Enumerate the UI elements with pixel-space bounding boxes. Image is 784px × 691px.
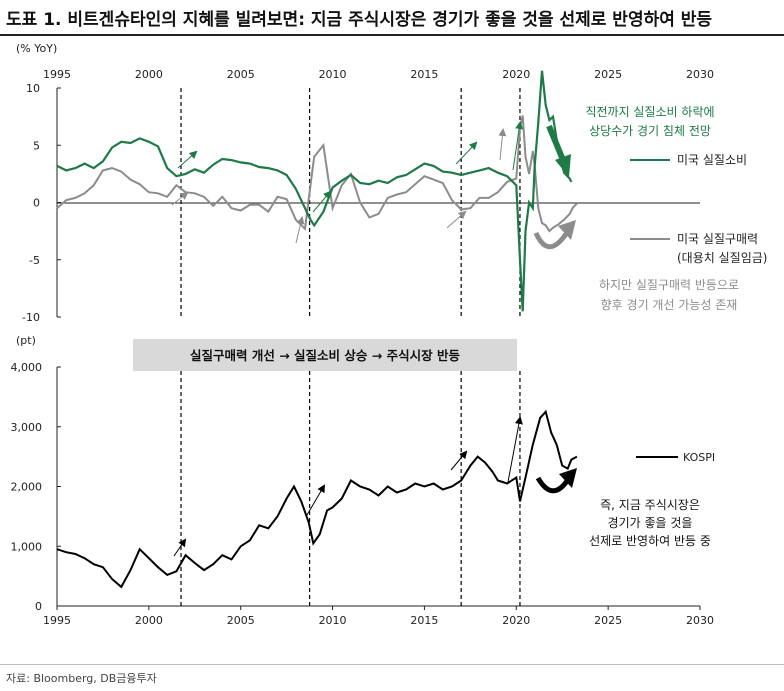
- top-y-tick-label: 5: [33, 139, 40, 152]
- bottom-x-tick-label: 2030: [686, 614, 714, 627]
- top-y-axis-ticks: 10 5 0 -5 -10: [22, 82, 61, 324]
- trend-arrow-green-2020: [512, 121, 524, 171]
- bottom-x-tick-label: 2025: [594, 614, 622, 627]
- banner-box: [133, 339, 517, 371]
- annotation-gray-line1: 하지만 실질구매력 반등으로: [599, 278, 739, 292]
- annotation-green-line2: 상당수가 경기 침체 전망: [589, 124, 711, 138]
- trend-arrow-kospi-2017: [450, 450, 468, 471]
- bottom-y-tick-label: 1,000: [11, 540, 43, 553]
- big-down-arrow: [546, 124, 571, 177]
- top-y-tick-label: 10: [26, 82, 40, 95]
- top-x-tick-label: 2005: [227, 68, 255, 81]
- top-x-tick-label: 2025: [594, 68, 622, 81]
- legend-label-real-purchasing-power: 미국 실질구매력: [677, 232, 758, 246]
- legend-label-kospi: KOSPI: [683, 451, 715, 464]
- top-x-tick-label: 2020: [502, 68, 530, 81]
- trend-arrow-green-2017: [455, 141, 478, 165]
- source-divider: [0, 664, 784, 665]
- bottom-y-axis-ticks: 4,000 3,000 2,000 1,000 0: [11, 361, 61, 613]
- trend-arrow-kospi-2009: [306, 484, 326, 516]
- bottom-x-tick-label: 1995: [43, 614, 71, 627]
- series-line-kospi: [56, 409, 578, 589]
- top-x-tick-label: 2010: [319, 68, 347, 81]
- trend-arrow-gray-2017: [446, 210, 467, 229]
- top-y-tick-label: -10: [22, 311, 40, 324]
- top-x-axis-ticks: 1995 2000 2005 2010 2015 2020 2025 2030: [43, 68, 714, 81]
- bottom-y-tick-label: 4,000: [11, 361, 43, 374]
- big-rebound-arrow-black: [535, 468, 577, 494]
- annotation-gray-line2: 향후 경기 개선 가능성 존재: [601, 298, 738, 312]
- trend-arrow-gray-2002: [171, 191, 189, 206]
- bottom-y-tick-label: 3,000: [11, 421, 43, 434]
- legend-label-real-consumption: 미국 실질소비: [677, 153, 747, 167]
- bottom-x-tick-label: 2010: [319, 614, 347, 627]
- bottom-x-tick-label: 2015: [410, 614, 438, 627]
- trend-arrow-kospi-2002: [173, 538, 187, 557]
- banner-text: 실질구매력 개선 → 실질소비 상승 → 주식시장 반등: [190, 348, 460, 363]
- top-x-tick-label: 1995: [43, 68, 71, 81]
- annotation-bottom-line1: 즉, 지금 주식시장은: [600, 498, 700, 512]
- big-rebound-arrow-gray: [533, 220, 576, 250]
- trend-arrow-green-2002: [177, 150, 198, 169]
- series-line-real-purchasing-power: [56, 115, 578, 233]
- bottom-y-tick-label: 0: [35, 600, 42, 613]
- source-note: 자료: Bloomberg, DB금융투자: [6, 672, 157, 685]
- annotation-bottom-line3: 선제로 반영하여 반등 중: [589, 534, 711, 548]
- series-line-real-consumption: [56, 70, 573, 312]
- top-x-tick-label: 2015: [410, 68, 438, 81]
- title-bar: 도표 1. 비트겐슈타인의 지혜를 빌려보면: 지금 주식시장은 경기가 좋을 …: [0, 0, 784, 36]
- annotation-bottom-line2: 경기가 좋을 것을: [608, 516, 693, 530]
- bottom-x-axis-ticks: 1995 2000 2005 2010 2015 2020 2025 2030: [43, 606, 714, 627]
- trend-arrow-kospi-2020: [507, 416, 523, 483]
- trend-arrow-green-2009: [312, 190, 332, 213]
- bottom-x-tick-label: 2000: [135, 614, 163, 627]
- bottom-unit-label: (pt): [16, 334, 36, 347]
- trend-arrow-gray-2020: [498, 128, 507, 161]
- bottom-y-tick-label: 2,000: [11, 481, 43, 494]
- top-y-tick-label: 0: [33, 197, 40, 210]
- bottom-x-tick-label: 2020: [502, 614, 530, 627]
- top-unit-label: (% YoY): [16, 42, 57, 55]
- trend-arrow-gray-2009: [295, 216, 305, 244]
- bottom-x-tick-label: 2005: [227, 614, 255, 627]
- legend-sublabel-real-wage: (대용치 실질임금): [677, 251, 767, 265]
- annotation-green-line1: 직전까지 실질소비 하락에: [585, 105, 714, 119]
- top-x-tick-label: 2030: [686, 68, 714, 81]
- bottom-event-lines: [180, 371, 521, 606]
- top-y-tick-label: -5: [29, 254, 40, 267]
- top-x-tick-label: 2000: [135, 68, 163, 81]
- figure-title: 도표 1. 비트겐슈타인의 지혜를 빌려보면: 지금 주식시장은 경기가 좋을 …: [6, 10, 713, 30]
